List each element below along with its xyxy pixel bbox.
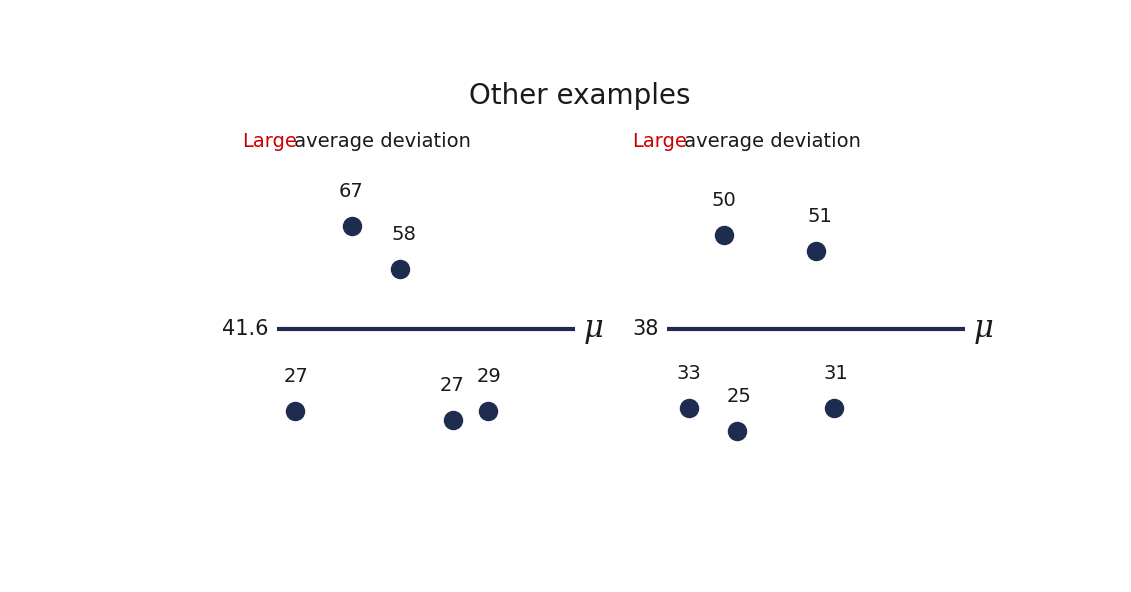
Text: 31: 31 xyxy=(823,364,848,383)
Text: μ: μ xyxy=(974,313,994,344)
Text: average deviation: average deviation xyxy=(287,132,470,151)
Text: Large: Large xyxy=(632,132,688,151)
Text: 33: 33 xyxy=(676,364,701,383)
Text: average deviation: average deviation xyxy=(677,132,861,151)
Text: 29: 29 xyxy=(477,366,502,385)
Text: 38: 38 xyxy=(632,318,658,339)
Text: μ: μ xyxy=(584,313,604,344)
Text: 27: 27 xyxy=(284,366,308,385)
Text: 50: 50 xyxy=(711,191,736,210)
Text: Other examples: Other examples xyxy=(469,82,690,110)
Text: 41.6: 41.6 xyxy=(222,318,268,339)
Text: 25: 25 xyxy=(727,387,752,406)
Text: Large: Large xyxy=(242,132,297,151)
Text: 58: 58 xyxy=(391,226,416,244)
Text: 67: 67 xyxy=(338,182,363,201)
Text: 27: 27 xyxy=(439,376,464,395)
Text: 51: 51 xyxy=(808,207,832,226)
